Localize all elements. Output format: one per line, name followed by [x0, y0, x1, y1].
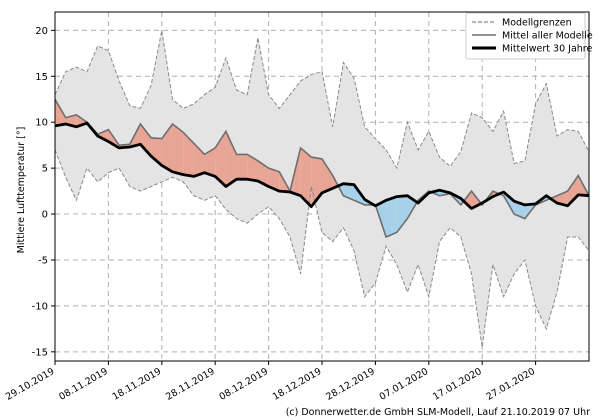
warm-anomaly-segment — [463, 191, 472, 209]
warm-anomaly-segment — [300, 147, 312, 207]
legend-label-envelope: Modellgrenzen — [502, 18, 572, 29]
warm-anomaly-segment — [183, 132, 194, 177]
warm-anomaly-segment — [172, 124, 184, 175]
y-tick-label: -15 — [32, 347, 48, 358]
warm-anomaly-segment — [97, 129, 109, 142]
legend-label-climate: Mittelwert 30 Jahre — [502, 44, 592, 55]
credit-text: (c) Donnerwetter.de GmbH SLM-Modell, Lau… — [286, 407, 590, 418]
cold-anomaly-segment — [514, 201, 525, 219]
y-axis: -15 -10 -5 0 5 10 15 20 — [32, 26, 55, 358]
y-tick-label: 5 — [42, 164, 48, 175]
climate-mean-line — [54, 121, 590, 210]
warm-anomaly-segment — [140, 124, 152, 157]
warm-anomaly-segment — [204, 147, 216, 177]
y-tick-label: -5 — [38, 255, 48, 266]
anomaly-fill — [55, 99, 589, 238]
y-tick-label: 20 — [35, 26, 48, 37]
y-axis-label: Mittlere Lufttemperatur [°] — [16, 127, 27, 254]
envelope-lower-line — [54, 149, 590, 348]
cold-anomaly-segment — [396, 195, 408, 233]
y-tick-label: 10 — [35, 118, 48, 129]
y-tick-label: -10 — [32, 301, 48, 312]
warm-anomaly-segment — [55, 99, 66, 126]
warm-anomaly-segment — [322, 158, 333, 193]
envelope-upper-line — [54, 30, 590, 170]
warm-anomaly-segment — [193, 143, 205, 177]
warm-anomaly-segment — [236, 154, 248, 180]
warm-anomaly-segment — [247, 154, 258, 181]
series-lines — [54, 30, 590, 348]
warm-anomaly-segment — [567, 175, 579, 206]
y-tick-label: 15 — [35, 72, 48, 83]
legend-label-model-mean: Mittel aller Modelle — [502, 31, 593, 42]
y-tick-label: 0 — [42, 210, 48, 221]
warm-anomaly-segment — [151, 137, 162, 166]
legend: Modellgrenzen Mittel aller Modelle Mitte… — [465, 12, 593, 60]
warm-anomaly-segment — [225, 131, 237, 187]
cold-anomaly-segment — [386, 196, 397, 238]
warm-anomaly-segment — [268, 168, 280, 192]
